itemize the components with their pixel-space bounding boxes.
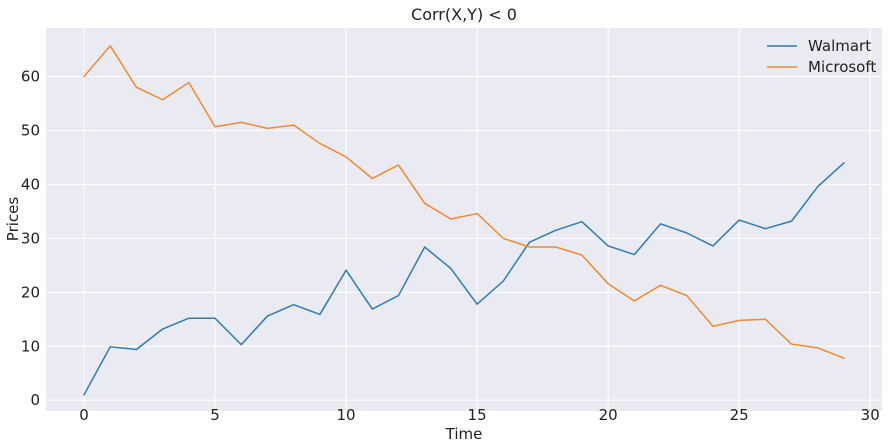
y-tick-labels: 0 10 20 30 40 50 60 xyxy=(21,68,40,410)
x-tick-label: 10 xyxy=(337,406,356,424)
legend-label-microsoft: Microsoft xyxy=(808,58,876,76)
chart-title: Corr(X,Y) < 0 xyxy=(411,5,517,24)
legend-label-walmart: Walmart xyxy=(808,37,871,55)
x-axis-label: Time xyxy=(445,425,483,443)
y-tick-label: 30 xyxy=(21,229,40,247)
x-tick-label: 5 xyxy=(210,406,220,424)
y-tick-label: 10 xyxy=(21,337,40,355)
y-tick-label: 20 xyxy=(21,283,40,301)
x-tick-label: 15 xyxy=(468,406,487,424)
series-line-microsoft xyxy=(83,45,845,359)
x-tick-label: 20 xyxy=(599,406,618,424)
x-tick-labels: 0 5 10 15 20 25 30 xyxy=(79,406,880,424)
legend: Walmart Microsoft xyxy=(767,37,876,76)
y-tick-label: 60 xyxy=(21,68,40,86)
x-tick-label: 25 xyxy=(730,406,749,424)
y-axis-label: Prices xyxy=(4,197,22,242)
x-tick-label: 0 xyxy=(79,406,89,424)
x-tick-label: 30 xyxy=(861,406,880,424)
y-tick-label: 40 xyxy=(21,175,40,193)
y-tick-label: 50 xyxy=(21,121,40,139)
plot-background xyxy=(46,28,882,411)
series-line-walmart xyxy=(83,162,845,396)
series-layer xyxy=(83,45,845,396)
y-tick-label: 0 xyxy=(30,391,40,409)
